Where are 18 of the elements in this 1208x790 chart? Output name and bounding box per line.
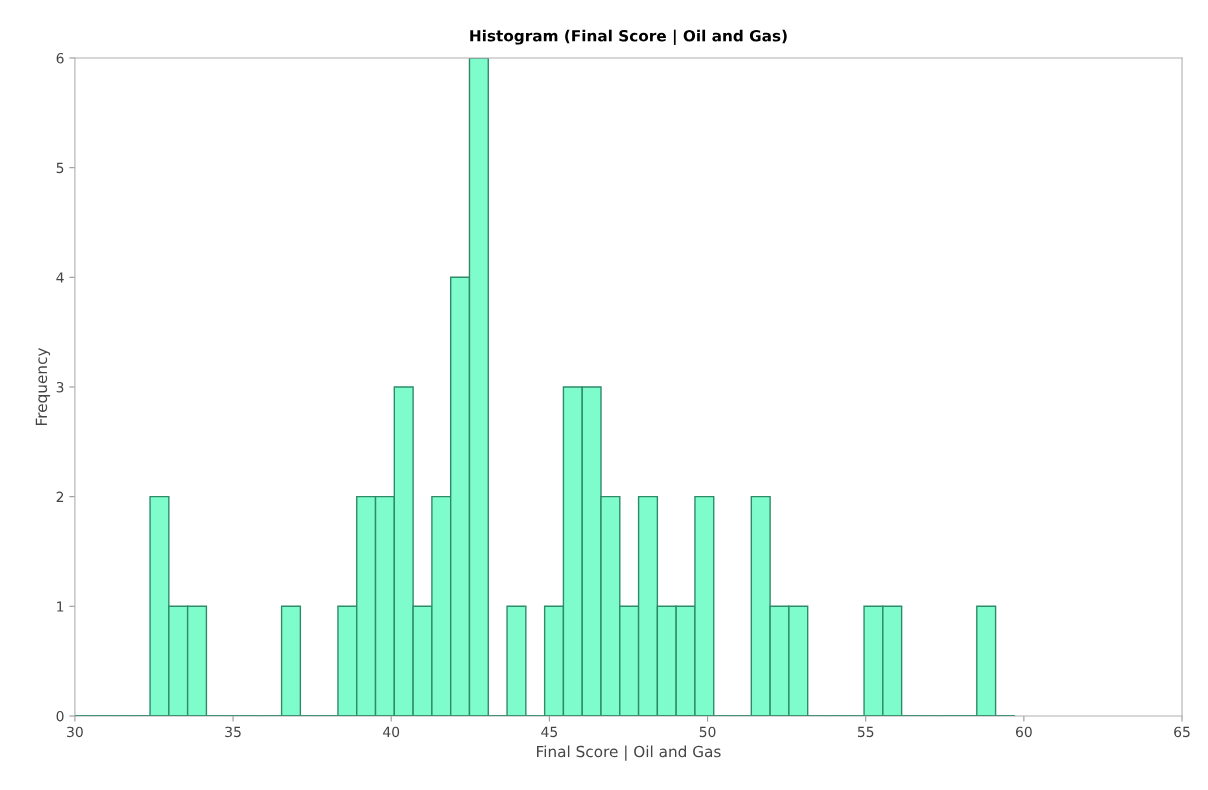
y-tick-label: 0 xyxy=(56,710,64,722)
x-axis-title: Final Score | Oil and Gas xyxy=(537,745,721,761)
x-tick-label: 45 xyxy=(541,726,557,738)
x-tick-label: 50 xyxy=(699,726,716,738)
y-tick-label: 3 xyxy=(56,381,64,393)
x-tick-label: 30 xyxy=(67,726,83,738)
y-tick-label: 5 xyxy=(56,162,64,174)
y-axis-title: Frequency xyxy=(35,347,51,425)
y-tick-label: 4 xyxy=(56,272,64,283)
y-tick-label: 6 xyxy=(56,52,64,64)
x-tick-label: 55 xyxy=(857,726,874,738)
x-tick-label: 40 xyxy=(383,726,400,738)
y-tick-label: 1 xyxy=(57,601,64,612)
x-tick-label: 35 xyxy=(225,726,241,738)
x-tick-label: 65 xyxy=(1174,726,1190,738)
x-tick-label: 60 xyxy=(1016,726,1032,738)
y-tick-label: 2 xyxy=(56,491,64,502)
chart-title: Histogram (Final Score | Oil and Gas) xyxy=(470,29,787,45)
